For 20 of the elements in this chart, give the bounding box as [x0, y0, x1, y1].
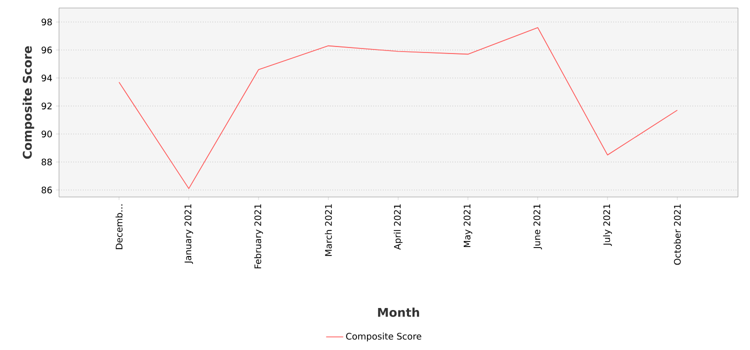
x-tick-label: Decemb…: [116, 204, 123, 250]
y-tick-label: 88: [42, 158, 52, 166]
x-axis-title: Month: [378, 308, 420, 317]
x-tick-label: January 2021: [184, 204, 194, 264]
y-axis-title: Composite Score: [22, 46, 34, 159]
line-series: [118, 27, 678, 189]
y-tick-label: 90: [42, 130, 52, 138]
y-tick-label: 86: [42, 186, 52, 194]
y-tick-label: 96: [42, 46, 52, 54]
x-tick-label: July 2021: [603, 204, 612, 246]
x-tick-label: June 2021: [533, 204, 542, 250]
y-tick-label: 94: [42, 74, 52, 82]
y-tick-label: 98: [42, 18, 52, 26]
x-tick-label: February 2021: [254, 204, 263, 268]
x-tick-label: October 2021: [674, 204, 681, 265]
y-tick-label: 92: [42, 102, 52, 110]
x-tick-label: April 2021: [394, 204, 403, 250]
x-tick-label: March 2021: [324, 204, 332, 256]
x-tick-label: May 2021: [464, 204, 472, 248]
legend-label: Composite Score: [346, 332, 422, 342]
